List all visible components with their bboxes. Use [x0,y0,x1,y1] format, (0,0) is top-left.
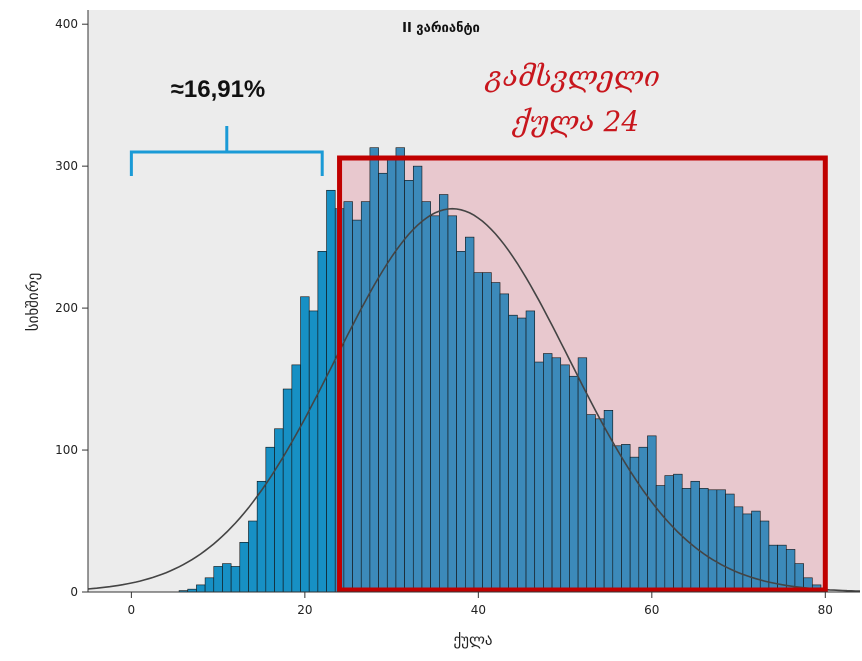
histogram-bar [352,219,362,593]
histogram-bar [447,215,457,593]
histogram-bar [300,296,310,593]
histogram-bar [742,513,752,593]
y-ticks: 0 100 200 300 400 [55,17,88,599]
x-tick-label: 0 [128,603,136,617]
x-axis-title: ქულა [453,631,492,649]
histogram-bar [213,566,223,593]
passing-score-label-line1: გამსვლელი [484,60,660,93]
histogram-bar [291,364,301,593]
histogram-bar [456,251,466,593]
histogram-bar [612,445,622,593]
histogram-bar [768,544,778,593]
histogram-bar [404,180,414,593]
histogram-bar [265,446,275,593]
histogram-bar [282,388,293,593]
y-tick-label: 0 [70,585,78,599]
chart-title: II ვარიანტი [402,21,480,36]
histogram-bar [499,293,509,593]
histogram-bar [577,357,588,593]
passing-score-label-line2: ქულა 24 [512,105,639,138]
normal-curve [87,207,861,592]
below-pass-share-label: ≈16,91% [171,76,266,103]
histogram-bar [360,201,371,593]
histogram-bar [239,542,249,593]
y-tick-label: 200 [55,301,78,315]
histogram-bar [395,147,405,593]
histogram-bar [517,317,527,593]
y-axis-title: სიხშირე [24,273,42,332]
histogram-bar [473,272,483,593]
histogram-bar [534,361,544,593]
axes: 0 100 200 300 400 0 20 40 60 80 [55,10,860,617]
histogram-bar [569,375,579,593]
histogram-bar [317,251,327,593]
histogram-bar [274,428,284,593]
histogram-bar [222,563,232,593]
histogram-bar [621,444,631,593]
histogram-bar [248,520,258,593]
histogram-bar [733,506,744,593]
histogram-bar [543,353,553,593]
histogram-bar [196,584,206,593]
y-tick-label: 400 [55,17,78,31]
histogram-bar [595,418,605,593]
x-tick-label: 20 [297,603,312,617]
histogram-bar [525,310,536,593]
histogram-bar [369,147,379,593]
x-tick-label: 40 [471,603,486,617]
histogram-bar [230,566,241,593]
histogram-bar [508,314,518,593]
x-tick-label: 60 [644,603,659,617]
histogram-bar [638,446,648,593]
histogram-bar [725,493,735,593]
histogram-bar [430,215,440,593]
below-pass-bracket [129,126,324,176]
histogram-bar [551,357,562,593]
histogram-bar [699,488,709,593]
histogram-bar [690,480,700,593]
histogram-bar [647,435,657,593]
y-tick-label: 100 [55,443,78,457]
histogram-bar [655,485,666,593]
histogram-bar [421,201,431,593]
histogram-bar [412,165,423,593]
histogram-bar [560,364,570,593]
histogram-bar [256,480,267,593]
x-ticks: 0 20 40 60 80 [128,592,833,617]
histogram-bar [664,475,674,593]
histogram-bar [386,158,397,593]
histogram-bar [603,410,614,593]
histogram-bar [465,236,475,593]
histogram-bar [326,189,336,593]
histogram-bar [707,489,718,593]
histogram-bar [343,201,353,593]
histogram-bar [439,194,449,593]
histogram-bar [482,272,492,593]
histogram-bar [378,172,388,593]
histogram-bar [491,282,501,593]
passing-score-region-border [337,155,828,593]
x-tick-label: 80 [818,603,833,617]
histogram-bar [204,577,215,593]
histogram-bar [308,310,319,593]
histogram-bar [586,414,596,593]
histogram-bars [178,147,822,593]
y-tick-label: 300 [55,159,78,173]
histogram-bar [716,489,726,593]
